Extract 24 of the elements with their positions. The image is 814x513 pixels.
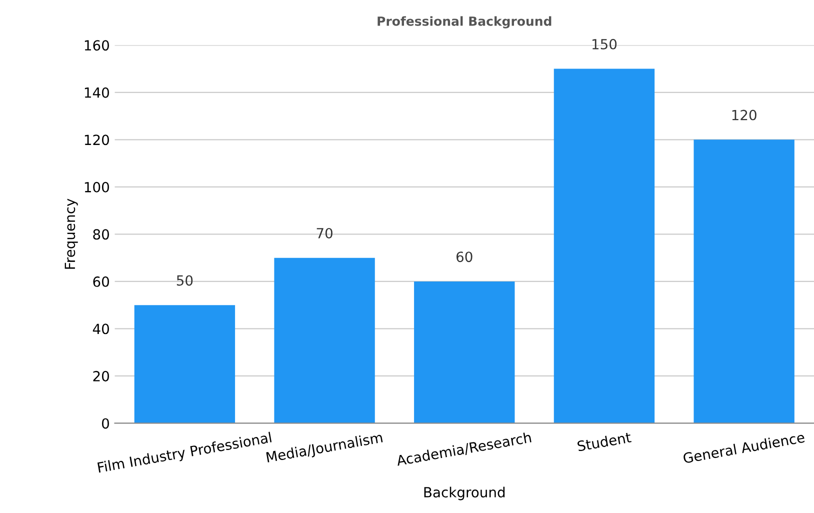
data-label: 70 (316, 228, 332, 238)
x-axis-title: Background (424, 486, 505, 500)
x-tick-label: Student (577, 432, 632, 452)
y-tick-label: 40 (92, 324, 109, 334)
y-tick-label: 140 (84, 87, 109, 98)
y-axis-title: Frequency (64, 198, 78, 269)
bar (694, 140, 794, 424)
y-tick-label: 60 (93, 276, 109, 287)
data-label: 150 (592, 38, 617, 50)
data-label: 60 (456, 252, 472, 262)
y-tick-label: 20 (93, 370, 109, 382)
data-label: 120 (732, 110, 756, 120)
y-tick-label: 160 (84, 40, 109, 51)
chart-title: Professional Background (378, 16, 552, 28)
y-tick-label: 120 (84, 134, 109, 146)
data-label: 50 (176, 275, 193, 286)
x-tick-label: General Audience (682, 432, 805, 464)
bar (134, 305, 236, 424)
bar (554, 68, 655, 424)
y-tick-label: 80 (93, 229, 109, 240)
y-tick-label: 100 (84, 182, 109, 192)
bar (414, 281, 515, 424)
y-tick-label: 0 (102, 418, 109, 429)
bar (274, 258, 375, 424)
